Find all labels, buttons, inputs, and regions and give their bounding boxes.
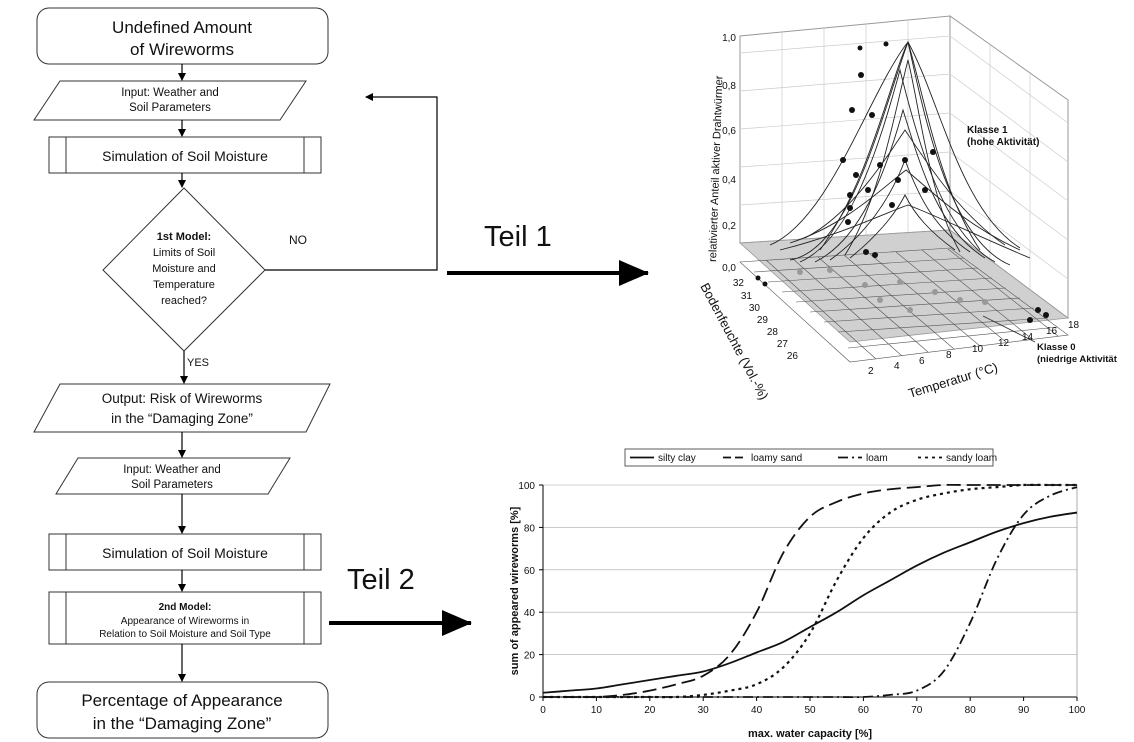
arrow-no-loop [265,93,438,271]
output1-parallelogram [33,383,331,433]
x-tick-label: 60 [858,705,870,716]
model2-process-box [48,591,322,645]
no-label: NO [289,233,307,247]
y-tick: 27 [777,339,789,350]
end-text-line1: Percentage of Appearance [81,691,282,710]
x-tick-label: 20 [644,705,656,716]
surface-plot: 0,0 0,2 0,4 0,6 0,8 1,0 relativierter An… [697,15,1118,402]
model2-line1: Appearance of Wireworms in [121,616,249,627]
x-tick-label: 100 [1069,705,1086,716]
legend-label-loamy-sand: loamy sand [751,453,802,464]
floor-grid [739,247,1069,363]
x-tick-label: 50 [804,705,816,716]
y-tick-label: 40 [524,608,536,619]
model2-line2: Relation to Soil Moisture and Soil Type [99,629,271,640]
class0-leader [982,315,1036,343]
output1-text-line1: Output: Risk of Wireworms [102,391,263,406]
x-tick: 14 [1022,332,1034,343]
x-tick: 18 [1068,320,1080,331]
x-tick-label: 10 [591,705,603,716]
y-tick-label: 20 [524,651,536,662]
legend-label-silty-clay: silty clay [658,453,696,464]
y-tick: 29 [757,315,769,326]
x-tick: 12 [998,338,1010,349]
decision-line3: Temperature [153,279,215,291]
decision-title: 1st Model: [157,231,211,243]
chart-y-axis-label: sum of appeared wireworms [%] [509,506,521,675]
y-axis-label: Bodenfeuchte (Vol.-%) [697,280,771,402]
series-line-silty-clay [542,511,1078,694]
z-tick: 0,8 [722,81,736,92]
x-tick-label: 0 [540,705,546,716]
surface-points-grey [797,267,988,313]
decision-line2: Moisture and [152,263,216,275]
x-tick-label: 40 [751,705,763,716]
legend-label-loam: loam [866,453,888,464]
class1-mesh [769,40,1031,266]
yes-label: YES [187,357,209,369]
legend-box [624,448,994,467]
series-line-loamy-sand [542,483,1077,699]
x-tick-label: 30 [698,705,710,716]
z-tick: 1,0 [722,33,736,44]
z-tick: 0,0 [722,263,736,274]
flow-connectors [178,64,438,682]
class1-label-line2: (hohe Aktivität) [967,137,1039,148]
y-tick: 32 [733,278,745,289]
z-tick: 0,6 [722,126,736,137]
sim1-process-box [48,136,322,174]
flowchart: Undefined Amount of Wireworms Input: Wea… [33,7,331,739]
surface-points [755,41,1049,323]
y-tick-label: 80 [524,523,536,534]
input1-text-line1: Input: Weather and [121,87,219,99]
y-tick: 31 [741,291,753,302]
end-text-line2: in the “Damaging Zone” [93,714,272,733]
x-tick: 16 [1046,326,1058,337]
x-tick-label: 80 [965,705,977,716]
class0-label-line1: Klasse 0 [1037,342,1076,353]
x-tick: 6 [919,356,925,367]
output1-text-line2: in the “Damaging Zone” [111,411,253,426]
x-tick: 4 [894,361,900,372]
teil1-label: Teil 1 [484,221,552,253]
input2-text-line2: Soil Parameters [131,479,213,491]
input1-text-line2: Soil Parameters [129,102,211,114]
class0-label-line2: (niedrige Aktivität [1037,354,1118,365]
decision-line1: Limits of Soil [153,247,215,259]
legend-label-sandy-loam: sandy loam [946,453,997,464]
teil2-label: Teil 2 [347,564,415,596]
y-tick: 28 [767,327,779,338]
end-terminator [36,681,329,739]
series-line-sandy-loam [542,483,1077,699]
input2-parallelogram [55,457,291,495]
sim2-process-box [48,533,322,571]
x-tick: 8 [946,350,952,361]
model2-title: 2nd Model: [159,602,212,613]
series-line-loam [542,486,1078,699]
z-tick: 0,4 [722,175,736,186]
input1-parallelogram [33,80,307,121]
x-tick-label: 70 [911,705,923,716]
x-tick: 2 [868,366,874,377]
z-tick: 0,2 [722,221,736,232]
y-tick: 30 [749,303,761,314]
decision-line4: reached? [161,295,207,307]
input2-text-line1: Input: Weather and [123,464,221,476]
y-tick-label: 60 [524,566,536,577]
x-tick: 10 [972,344,984,355]
line-chart: silty clay loamy sand loam sandy loam 0 10 20… [509,448,1086,740]
x-tick-label: 90 [1018,705,1030,716]
start-text-line1: Undefined Amount [112,18,252,37]
chart-x-axis-label: max. water capacity [%] [748,728,872,740]
start-text-line2: of Wireworms [130,40,234,59]
class1-label-line1: Klasse 1 [967,125,1008,136]
y-tick: 26 [787,351,799,362]
y-tick-label: 0 [529,693,535,704]
z-axis-label: relativierter Anteil aktiver Drahtwürmer [707,75,726,262]
y-tick-label: 100 [518,481,535,492]
sim2-text: Simulation of Soil Moisture [102,545,268,561]
sim1-text: Simulation of Soil Moisture [102,148,268,164]
